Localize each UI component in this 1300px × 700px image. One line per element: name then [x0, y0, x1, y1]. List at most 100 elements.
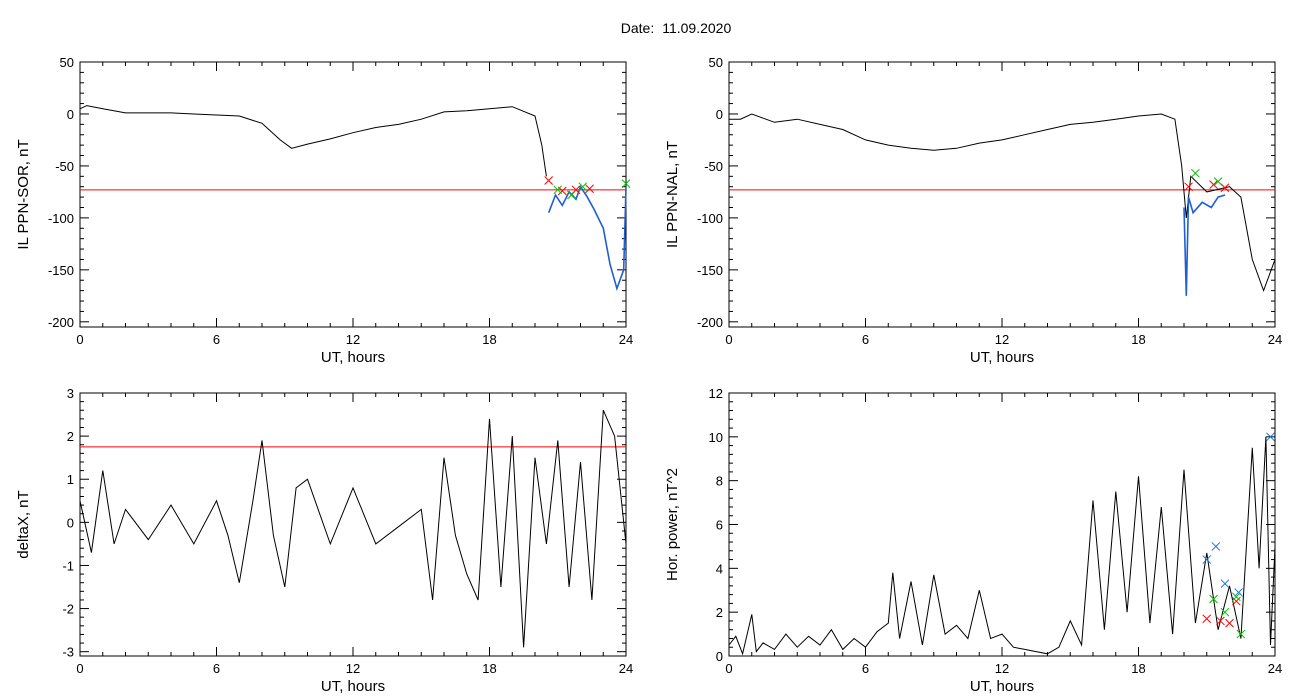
y-tick-label: 0: [67, 515, 74, 530]
x-tick-label: 0: [76, 661, 83, 676]
blue-cross-marker: [1220, 579, 1230, 589]
y-tick-label: -200: [697, 315, 723, 330]
x-tick-label: 6: [213, 332, 220, 347]
marker-stroke: [544, 176, 554, 185]
y-tick-label: -3: [62, 645, 74, 660]
green-cross-marker: [1231, 592, 1241, 602]
plot-frame: [79, 61, 627, 328]
y-tick-label: 4: [716, 561, 723, 576]
y-tick-label: -1: [62, 558, 74, 573]
marker-stroke: [1213, 177, 1223, 186]
marker-stroke: [553, 185, 563, 195]
marker-stroke: [1191, 168, 1200, 178]
marker-stroke: [1209, 594, 1218, 604]
marker-stroke: [1236, 629, 1246, 639]
y-axis-label: deltaX, nT: [15, 490, 32, 558]
green-cross-marker: [1191, 168, 1200, 178]
panel-il-ppn-nal: 0 6 12 18 24 50 0 -50 -100 -150 -200 UT, hours IL PP…: [664, 55, 1282, 366]
x-tick-label: 18: [1131, 661, 1145, 676]
plot-frame: [728, 61, 1276, 328]
red-cross-marker: [1231, 596, 1241, 606]
y-tick-label: -150: [697, 263, 723, 278]
y-tick-label: 50: [709, 55, 723, 70]
x-tick-label: 24: [1268, 332, 1282, 347]
y-tick-label: -100: [697, 211, 723, 226]
x-tick-label: 24: [1268, 661, 1282, 676]
marker-stroke: [1220, 607, 1230, 617]
panel-il-ppn-sor: 0 6 12 18 24 50 0 -50 -100 -150 -200 UT, hours IL PP…: [15, 55, 633, 366]
x-axis-label: UT, hours: [321, 678, 385, 695]
marker-stroke: [578, 182, 588, 192]
x-tick-label: 18: [482, 661, 496, 676]
green-cross-marker: [1209, 594, 1218, 604]
y-tick-label: 0: [716, 649, 723, 664]
red-cross-marker: [1225, 618, 1234, 628]
marker-stroke: [1202, 555, 1212, 564]
y-tick-label: 3: [67, 386, 74, 401]
date-title-prefix: Date:: [621, 20, 654, 36]
highlight-series-line: [547, 184, 627, 292]
y-tick-label: 50: [60, 55, 74, 70]
marker-stroke: [567, 190, 576, 200]
x-tick-label: 6: [862, 661, 869, 676]
green-cross-marker: [1213, 177, 1223, 186]
red-cross-marker: [1184, 182, 1193, 192]
green-cross-marker: [553, 185, 563, 195]
marker-stroke: [621, 179, 631, 188]
x-tick-label: 0: [76, 332, 83, 347]
y-tick-label: 6: [716, 518, 723, 533]
marker-stroke: [1234, 588, 1243, 597]
series-line: [729, 113, 1276, 293]
marker-stroke: [1202, 614, 1212, 624]
y-tick-label: 2: [67, 429, 74, 444]
marker-stroke: [585, 184, 594, 194]
y-axis-label: Hor. power, nT^2: [664, 468, 681, 581]
x-tick-label: 18: [482, 332, 496, 347]
x-tick-label: 0: [725, 661, 732, 676]
red-cross-marker: [585, 184, 594, 194]
marker-stroke: [1225, 618, 1234, 628]
green-cross-marker: [578, 182, 588, 192]
marker-stroke: [557, 186, 567, 196]
series-line: [728, 436, 1276, 656]
x-axis-label: UT, hours: [970, 349, 1034, 366]
x-tick-label: 24: [619, 332, 633, 347]
y-tick-label: -100: [48, 211, 74, 226]
marker-stroke: [1211, 542, 1221, 551]
y-tick-label: -2: [62, 602, 74, 617]
x-tick-label: 6: [213, 661, 220, 676]
green-cross-marker: [567, 190, 576, 200]
marker-stroke: [1266, 432, 1275, 442]
red-cross-marker: [1202, 614, 1212, 624]
plot-frame: [728, 392, 1276, 657]
blue-cross-marker: [1234, 588, 1243, 597]
y-tick-label: -150: [48, 263, 74, 278]
x-axis-label: UT, hours: [321, 349, 385, 366]
marker-stroke: [1231, 596, 1241, 606]
y-tick-label: 10: [709, 430, 723, 445]
red-cross-marker: [1216, 616, 1225, 626]
marker-stroke: [1220, 579, 1230, 589]
green-cross-marker: [1220, 607, 1230, 617]
x-tick-label: 0: [725, 332, 732, 347]
date-title: Date: 11.09.2020: [621, 20, 732, 36]
series-line: [79, 410, 627, 648]
x-axis-label: UT, hours: [970, 678, 1034, 695]
y-tick-label: -200: [48, 315, 74, 330]
x-tick-label: 12: [995, 661, 1009, 676]
y-tick-label: 0: [716, 107, 723, 122]
x-tick-label: 18: [1131, 332, 1145, 347]
blue-cross-marker: [1266, 432, 1275, 442]
marker-stroke: [1184, 182, 1193, 192]
y-tick-label: 12: [709, 386, 723, 401]
green-cross-marker: [1236, 629, 1246, 639]
marker-stroke: [1216, 616, 1225, 626]
x-tick-label: 24: [619, 661, 633, 676]
y-tick-label: 0: [67, 107, 74, 122]
x-tick-label: 12: [346, 332, 360, 347]
y-tick-label: 1: [67, 472, 74, 487]
red-cross-marker: [544, 176, 554, 185]
blue-cross-marker: [1211, 542, 1221, 551]
